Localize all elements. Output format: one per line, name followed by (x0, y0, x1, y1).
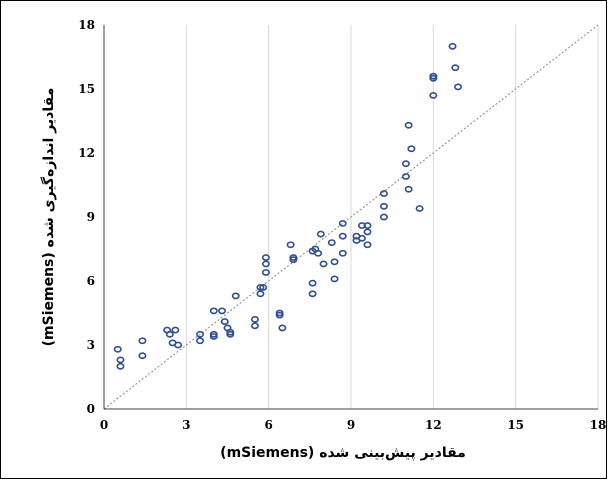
data-point-42 (319, 260, 328, 268)
y-axis-title: مقادیر اندازه‌گیری شده (mSiemens) (40, 88, 57, 347)
x-tick-labels: 0 3 6 9 12 15 18 (100, 418, 607, 432)
x-tick-label-6: 6 (264, 418, 272, 432)
data-point-21 (231, 292, 240, 300)
data-point-62 (404, 121, 413, 129)
data-point-70 (454, 83, 463, 91)
y-tick-label-15: 15 (78, 82, 95, 96)
y-tick-label-12: 12 (78, 146, 95, 160)
x-tick-label-15: 15 (507, 418, 524, 432)
data-point-22 (250, 315, 259, 323)
data-point-17 (220, 318, 229, 325)
data-point-64 (415, 205, 424, 212)
data-point-51 (357, 222, 366, 229)
data-point-27 (261, 254, 270, 261)
data-point-53 (363, 222, 372, 229)
data-point-68 (448, 42, 457, 50)
data-point-13 (209, 307, 218, 315)
y-tick-label-6: 6 (87, 274, 95, 288)
data-point-66 (429, 74, 438, 82)
data-point-60 (401, 173, 410, 180)
grid-lines (185, 25, 599, 409)
data-point-67 (429, 92, 438, 99)
data-point-47 (338, 232, 347, 240)
y-tick-label-18: 18 (78, 18, 95, 32)
x-tick-label-3: 3 (182, 418, 190, 432)
data-point-54 (363, 228, 372, 236)
data-point-12 (196, 337, 205, 345)
data-point-4 (138, 337, 147, 345)
data-point-55 (363, 241, 372, 249)
data-point-32 (278, 324, 287, 332)
data-point-61 (404, 185, 413, 193)
data-point-31 (275, 311, 284, 319)
data-point-29 (261, 269, 270, 276)
data-point-3 (116, 362, 125, 370)
y-tick-labels: 0 3 6 9 12 15 18 (78, 18, 95, 416)
data-point-43 (327, 239, 336, 246)
data-point-52 (357, 234, 366, 242)
data-point-38 (308, 290, 317, 298)
data-point-46 (338, 219, 347, 227)
reference-line (103, 24, 599, 410)
data-point-44 (330, 258, 339, 266)
x-tick-label-18: 18 (590, 418, 607, 432)
data-point-45 (330, 275, 339, 283)
x-axis-title: مقادیر پیش‌بینی شده (mSiemens) (220, 445, 466, 461)
data-point-28 (261, 260, 270, 268)
y-tick-label-3: 3 (87, 338, 95, 352)
data-points (113, 42, 463, 370)
data-point-7 (165, 330, 174, 338)
data-point-5 (138, 352, 147, 360)
y-tick-label-9: 9 (87, 210, 95, 224)
data-point-41 (316, 230, 325, 238)
data-point-1 (113, 345, 122, 353)
data-point-16 (218, 307, 227, 315)
data-point-58 (379, 213, 388, 221)
data-point-48 (338, 249, 347, 257)
data-point-59 (401, 160, 410, 168)
x-tick-label-9: 9 (347, 418, 355, 432)
data-point-2 (116, 356, 125, 364)
data-point-20 (226, 330, 235, 338)
data-point-69 (451, 64, 460, 72)
data-point-35 (289, 256, 298, 264)
data-point-10 (174, 341, 183, 349)
data-point-26 (259, 283, 268, 291)
y-tick-label-0: 0 (87, 402, 95, 416)
data-point-15 (209, 333, 218, 340)
data-point-40 (314, 249, 323, 257)
data-point-57 (379, 202, 388, 210)
data-point-23 (250, 322, 259, 330)
data-point-9 (171, 326, 180, 334)
x-tick-label-12: 12 (425, 418, 442, 432)
data-point-33 (286, 241, 295, 249)
x-tick-label-0: 0 (100, 418, 108, 432)
data-point-25 (256, 290, 265, 298)
data-point-63 (407, 145, 416, 153)
data-point-37 (308, 279, 317, 287)
data-point-11 (196, 330, 205, 338)
data-point-56 (379, 190, 388, 197)
